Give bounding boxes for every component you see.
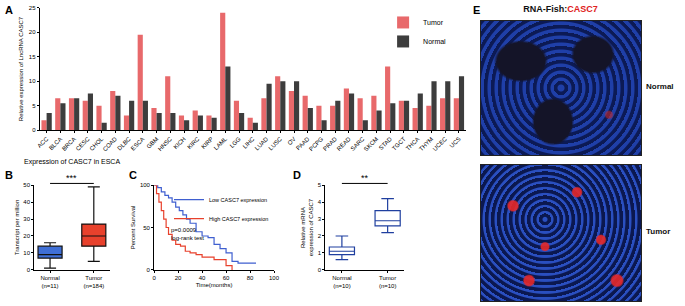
svg-text:DLBC: DLBC [116,135,132,151]
svg-text:E: E [473,4,480,16]
svg-text:Expression of CASC7 in ESCA: Expression of CASC7 in ESCA [24,158,120,166]
svg-text:BLCA: BLCA [48,136,63,151]
svg-text:THYM: THYM [418,136,434,152]
svg-text:BRCA: BRCA [61,136,77,152]
svg-text:ESCA: ESCA [130,136,146,152]
svg-text:20: 20 [29,29,36,35]
svg-text:Time(months): Time(months) [196,282,233,288]
svg-text:Relative mRNAexpression of CAS: Relative mRNAexpression of CASC7 [300,198,314,256]
svg-text:THCA: THCA [405,136,421,152]
svg-text:40: 40 [199,275,206,281]
svg-text:0: 0 [152,275,156,281]
svg-text:Normal: Normal [423,38,446,45]
svg-text:20: 20 [175,275,182,281]
html-text:Tumor: Tumor [646,227,671,236]
svg-text:25: 25 [29,5,36,11]
svg-text:COAD: COAD [102,135,119,152]
svg-text:15: 15 [29,54,36,60]
svg-text:Tumor(n=10): Tumor(n=10) [379,275,397,289]
svg-text:C: C [129,169,137,181]
html-text:RNA-Fish: CASC7: RNA-Fish: CASC7 [523,4,598,14]
svg-text:UCS: UCS [449,136,462,149]
svg-text:100: 100 [269,275,280,281]
svg-text:60: 60 [223,275,230,281]
svg-text:GBM: GBM [145,136,159,150]
svg-text:CESC: CESC [75,135,92,152]
svg-text:5: 5 [32,103,36,109]
svg-text:Normal(n=11): Normal(n=11) [40,275,59,289]
svg-text:STAD: STAD [378,135,394,151]
svg-text:**: ** [361,173,369,183]
svg-text:100: 100 [140,182,151,188]
svg-text:0: 0 [318,267,322,273]
svg-text:1: 1 [318,250,322,256]
svg-text:20: 20 [23,233,30,239]
svg-text:CHOL: CHOL [88,135,104,151]
svg-text:Tumor(n=184): Tumor(n=184) [83,275,104,289]
svg-text:A: A [5,4,13,16]
svg-text:Percent Survival: Percent Survival [130,206,136,250]
svg-text:High CASC7 expression: High CASC7 expression [209,216,268,222]
svg-text:3: 3 [318,216,322,222]
svg-text:Tumor: Tumor [423,19,444,26]
svg-text:READ: READ [336,135,353,152]
svg-text:Transcript per million: Transcript per million [14,200,20,255]
svg-text:0: 0 [32,127,36,133]
svg-text:50: 50 [23,182,30,188]
svg-text:Relative expression of LncRNA: Relative expression of LncRNA CASC7 [18,16,24,121]
svg-text:LUSC: LUSC [268,135,284,151]
svg-text:SARC: SARC [350,135,367,152]
svg-text:30: 30 [23,216,30,222]
svg-text:KIRP: KIRP [200,136,214,150]
svg-text:40: 40 [23,199,30,205]
svg-text:UCEC: UCEC [432,135,449,152]
svg-text:D: D [293,169,301,181]
svg-text:2: 2 [318,233,322,239]
svg-text:0: 0 [147,267,151,273]
svg-text:LAML: LAML [213,135,229,151]
html-text:Normal: Normal [646,82,674,91]
svg-text:50: 50 [143,225,150,231]
svg-text:TGCT: TGCT [391,136,407,152]
svg-text:5: 5 [318,182,322,188]
svg-text:Low CASC7 expression: Low CASC7 expression [209,197,267,203]
svg-text:LUAD: LUAD [254,135,270,151]
svg-text:LGG: LGG [229,136,242,149]
svg-text:HNSC: HNSC [157,135,174,152]
svg-text:10: 10 [23,250,30,256]
svg-text:10: 10 [29,78,36,84]
svg-text:PCPG: PCPG [308,136,325,153]
svg-text:SKCM: SKCM [363,136,380,153]
svg-text:Normal(n=10): Normal(n=10) [332,275,351,289]
svg-text:4: 4 [318,199,322,205]
svg-text:ACC: ACC [36,135,50,149]
svg-text:80: 80 [247,275,254,281]
svg-text:OV: OV [286,136,296,146]
svg-text:PRAD: PRAD [322,135,339,152]
svg-text:0: 0 [27,267,31,273]
svg-text:LIHC: LIHC [242,135,256,149]
svg-text:B: B [5,169,13,181]
svg-text:PAAD: PAAD [295,135,311,151]
svg-text:KICH: KICH [172,136,186,150]
svg-text:p=0.0009log-rank test: p=0.0009log-rank test [171,227,204,241]
svg-text:***: *** [66,173,77,183]
svg-text:KIRC: KIRC [186,135,201,150]
